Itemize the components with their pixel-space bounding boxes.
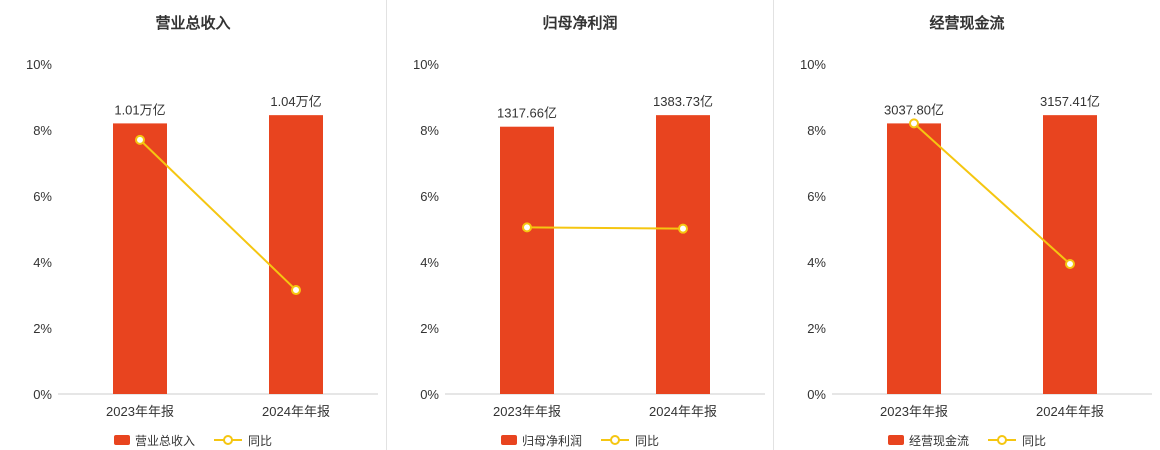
- legend: 经营现金流 同比: [774, 432, 1160, 448]
- yoy-line-marker[interactable]: [522, 222, 532, 233]
- legend-line-label: 同比: [1022, 433, 1047, 448]
- legend-item-bar-series[interactable]: 归母净利润: [500, 432, 582, 449]
- bar-2023年年报[interactable]: [113, 123, 167, 395]
- bar-value-label: 3037.80亿: [884, 102, 944, 117]
- y-axis-tick-label: 6%: [807, 189, 826, 204]
- yoy-line-marker[interactable]: [678, 223, 688, 234]
- yoy-line-marker[interactable]: [291, 285, 301, 296]
- bar-swatch-icon: [887, 435, 904, 445]
- bar-swatch-icon: [500, 435, 517, 445]
- chart-title: 归母净利润: [542, 15, 618, 32]
- legend-item-bar-series[interactable]: 营业总收入: [113, 432, 195, 449]
- y-axis-tick-label: 2%: [420, 321, 439, 336]
- bar-swatch-icon: [113, 435, 130, 445]
- x-axis-tick-label: 2023年年报: [493, 404, 561, 419]
- yoy-line: [913, 122, 1071, 265]
- chart-plot: 0% 2% 4% 6% 8% 10% 1.01万亿 2023年年报 1.04万亿 2024年年报: [26, 57, 378, 419]
- y-axis-tick-label: 2%: [807, 321, 826, 336]
- legend-bar-label: 经营现金流: [908, 433, 969, 448]
- legend: 归母净利润 同比: [387, 432, 773, 448]
- y-axis-tick-label: 4%: [420, 255, 439, 270]
- chart-plot: 0% 2% 4% 6% 8% 10% 3037.80亿 2023年年报 3157.41亿 2024…: [800, 57, 1152, 419]
- x-axis-tick-label: 2023年年报: [880, 404, 948, 419]
- y-axis-tick-label: 0%: [420, 387, 439, 402]
- legend-bar-label: 营业总收入: [134, 433, 195, 448]
- chart-title: 营业总收入: [155, 15, 231, 32]
- bar-value-label: 1317.66亿: [497, 106, 557, 121]
- yoy-line-marker[interactable]: [135, 134, 145, 145]
- yoy-line: [139, 139, 297, 291]
- yoy-line-marker[interactable]: [1065, 258, 1075, 269]
- line-swatch-icon: [601, 435, 629, 445]
- y-axis-tick-label: 4%: [807, 255, 826, 270]
- bar-2024年年报[interactable]: [656, 115, 710, 395]
- y-axis-tick-label: 6%: [33, 189, 52, 204]
- bar-value-label: 3157.41亿: [1040, 94, 1100, 109]
- bar-value-label: 1.04万亿: [270, 94, 321, 109]
- bar-2023年年报[interactable]: [500, 126, 554, 394]
- x-axis-tick-label: 2024年年报: [649, 404, 717, 419]
- bar-value-label: 1.01万亿: [114, 102, 165, 117]
- y-axis-tick-label: 4%: [33, 255, 52, 270]
- chart-plot: 0% 2% 4% 6% 8% 10% 1317.66亿 2023年年报 1383.73亿 2024…: [413, 57, 765, 419]
- y-axis-tick-label: 2%: [33, 321, 52, 336]
- y-axis-tick-label: 6%: [420, 189, 439, 204]
- legend-item-bar-series[interactable]: 经营现金流: [887, 432, 969, 449]
- legend-line-label: 同比: [248, 433, 273, 448]
- x-axis-tick-label: 2024年年报: [1036, 404, 1104, 419]
- legend-bar-label: 归母净利润: [521, 433, 582, 448]
- y-axis-tick-label: 0%: [33, 387, 52, 402]
- y-axis-tick-label: 10%: [800, 57, 826, 72]
- chart-panel-operating-cash-flow: 经营现金流 0% 2% 4% 6% 8% 10% 3037.80亿 2023年年报 3157.4…: [773, 0, 1160, 450]
- bar-2024年年报[interactable]: [269, 115, 323, 395]
- y-axis-tick-label: 10%: [26, 57, 52, 72]
- legend-line-label: 同比: [635, 433, 660, 448]
- chart-panel-operating-revenue: 营业总收入 0% 2% 4% 6% 8% 10% 1.01万亿 2023年年报 1.04万亿 20…: [0, 0, 386, 450]
- x-axis-tick-label: 2023年年报: [106, 404, 174, 419]
- y-axis-tick-label: 8%: [420, 123, 439, 138]
- legend-item-line-series[interactable]: 同比: [987, 432, 1046, 449]
- line-swatch-icon: [214, 435, 242, 445]
- bar-value-label: 1383.73亿: [653, 94, 713, 109]
- bar-2023年年报[interactable]: [887, 123, 941, 395]
- bar-2024年年报[interactable]: [1043, 115, 1097, 395]
- legend-item-line-series[interactable]: 同比: [600, 432, 659, 449]
- yoy-line: [526, 226, 684, 230]
- y-axis-tick-label: 8%: [807, 123, 826, 138]
- y-axis-tick-label: 10%: [413, 57, 439, 72]
- y-axis-tick-label: 0%: [807, 387, 826, 402]
- yoy-line-marker[interactable]: [909, 118, 919, 129]
- x-axis-tick-label: 2024年年报: [262, 404, 330, 419]
- chart-title: 经营现金流: [929, 15, 1005, 32]
- legend-item-line-series[interactable]: 同比: [213, 432, 272, 449]
- chart-panel-net-profit: 归母净利润 0% 2% 4% 6% 8% 10% 1317.66亿 2023年年报 1383.7…: [386, 0, 773, 450]
- legend: 营业总收入 同比: [0, 432, 386, 448]
- y-axis-tick-label: 8%: [33, 123, 52, 138]
- line-swatch-icon: [988, 435, 1016, 445]
